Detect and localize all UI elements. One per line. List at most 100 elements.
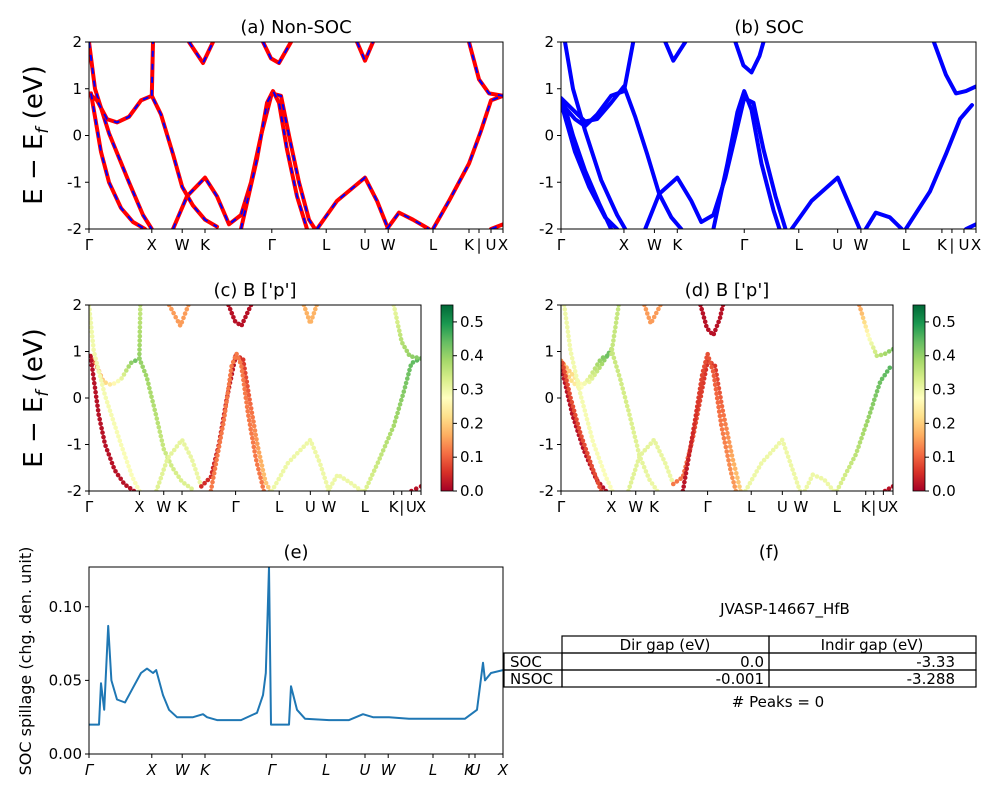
scatter-point-c bbox=[214, 457, 219, 463]
xtick-label: W bbox=[854, 236, 869, 254]
scatter-point-d bbox=[754, 469, 759, 474]
scatter-point-c bbox=[121, 372, 127, 377]
scatter-point-d bbox=[787, 458, 792, 464]
scatter-point-c bbox=[193, 467, 198, 472]
scatter-point-d bbox=[726, 439, 732, 445]
scatter-point-d bbox=[844, 468, 850, 474]
scatter-point-d bbox=[796, 484, 801, 490]
xtick-label: U bbox=[406, 498, 417, 516]
scatter-point-d bbox=[752, 473, 757, 478]
scatter-point-c bbox=[227, 377, 232, 383]
scatter-point-c bbox=[114, 429, 120, 435]
scatter-point-c bbox=[160, 442, 166, 448]
xtick-label: X bbox=[498, 236, 508, 254]
band-line-b-4 bbox=[561, 98, 614, 229]
scatter-point-c bbox=[218, 435, 223, 441]
scatter-point-d bbox=[745, 484, 750, 490]
scatter-point-d bbox=[828, 485, 834, 490]
xtick-label: Γ bbox=[740, 236, 749, 254]
scatter-point-c bbox=[180, 438, 185, 443]
scatter-point-c bbox=[253, 432, 258, 438]
scatter-point-c bbox=[304, 311, 310, 316]
scatter-point-c bbox=[156, 425, 162, 430]
scatter-point-c bbox=[407, 367, 412, 373]
scatter-point-c bbox=[101, 386, 106, 392]
xtick-label: W bbox=[647, 236, 662, 254]
colorbar-d bbox=[912, 304, 926, 492]
scatter-point-d bbox=[652, 485, 657, 490]
scatter-point-d bbox=[688, 444, 693, 449]
xtick-label: X bbox=[416, 498, 426, 516]
scatter-point-c bbox=[237, 360, 243, 365]
scatter-point-d bbox=[882, 351, 888, 357]
xtick-label: L bbox=[833, 498, 842, 516]
scatter-point-d bbox=[863, 324, 868, 329]
scatter-point-d bbox=[781, 441, 787, 447]
xtick-label: U bbox=[958, 236, 969, 254]
scatter-point-d bbox=[862, 319, 867, 325]
scatter-point-d bbox=[716, 319, 721, 325]
scatter-point-c bbox=[236, 355, 241, 361]
xtick-label: Γ bbox=[85, 236, 94, 254]
scatter-point-d bbox=[686, 453, 692, 458]
scatter-point-d bbox=[838, 480, 844, 486]
scatter-point-c bbox=[250, 435, 255, 441]
scatter-point-c bbox=[166, 454, 171, 460]
scatter-point-c bbox=[161, 467, 166, 472]
ytick-label: 0 bbox=[544, 127, 554, 145]
scatter-point-c bbox=[95, 403, 100, 409]
scatter-point-d bbox=[788, 463, 794, 468]
scatter-point-c bbox=[248, 426, 253, 432]
scatter-point-c bbox=[137, 325, 143, 330]
scatter-point-c bbox=[89, 320, 94, 326]
scatter-point-d bbox=[587, 459, 593, 465]
scatter-point-c bbox=[221, 417, 227, 423]
band-line-b-8 bbox=[733, 42, 766, 75]
scatter-point-c bbox=[178, 478, 184, 483]
panel-c-ylabel: E − Ef (eV) bbox=[19, 328, 53, 468]
scatter-point-c bbox=[103, 395, 109, 401]
scatter-point-c bbox=[391, 423, 397, 429]
xtick-label: Γ bbox=[231, 498, 240, 516]
xtick-label: L bbox=[429, 236, 438, 254]
scatter-point-c bbox=[234, 351, 239, 357]
ytick-label: 1 bbox=[72, 80, 82, 98]
scatter-point-c bbox=[135, 484, 140, 490]
scatter-point-c bbox=[321, 471, 326, 476]
scatter-point-d bbox=[806, 480, 812, 486]
ytick-label: -1 bbox=[67, 173, 82, 191]
scatter-point-c bbox=[148, 390, 153, 395]
scatter-point-d bbox=[882, 372, 887, 378]
band-dash-a-10 bbox=[386, 211, 430, 229]
scatter-point-d bbox=[592, 472, 598, 477]
scatter-point-c bbox=[91, 347, 96, 353]
scatter-point-d bbox=[623, 399, 629, 405]
scatter-point-d bbox=[869, 406, 874, 411]
scatter-point-d bbox=[814, 474, 820, 479]
panel-d-title: (d) B ['p'] bbox=[685, 280, 770, 301]
scatter-point-c bbox=[224, 395, 230, 400]
xtick-label: U bbox=[305, 498, 316, 516]
scatter-point-d bbox=[874, 389, 880, 394]
scatter-point-d bbox=[874, 353, 880, 359]
plot-area-b bbox=[561, 42, 976, 229]
scatter-point-c bbox=[98, 378, 104, 383]
scatter-point-d bbox=[619, 381, 624, 387]
scatter-point-d bbox=[606, 480, 611, 486]
scatter-point-c bbox=[113, 469, 118, 474]
scatter-point-c bbox=[247, 397, 252, 402]
xtick-label: | bbox=[871, 498, 876, 516]
xtick-label: K bbox=[937, 236, 948, 254]
scatter-point-c bbox=[404, 348, 410, 354]
scatter-point-c bbox=[222, 413, 227, 418]
scatter-point-c bbox=[332, 477, 337, 483]
scatter-point-d bbox=[655, 445, 660, 450]
xtick-label: W bbox=[175, 236, 190, 254]
scatter-point-c bbox=[313, 449, 318, 455]
band-line-a-9 bbox=[355, 42, 375, 63]
scatter-point-c bbox=[311, 311, 317, 316]
scatter-point-d bbox=[666, 469, 671, 474]
scatter-point-c bbox=[414, 355, 420, 360]
scatter-point-d bbox=[736, 479, 741, 485]
